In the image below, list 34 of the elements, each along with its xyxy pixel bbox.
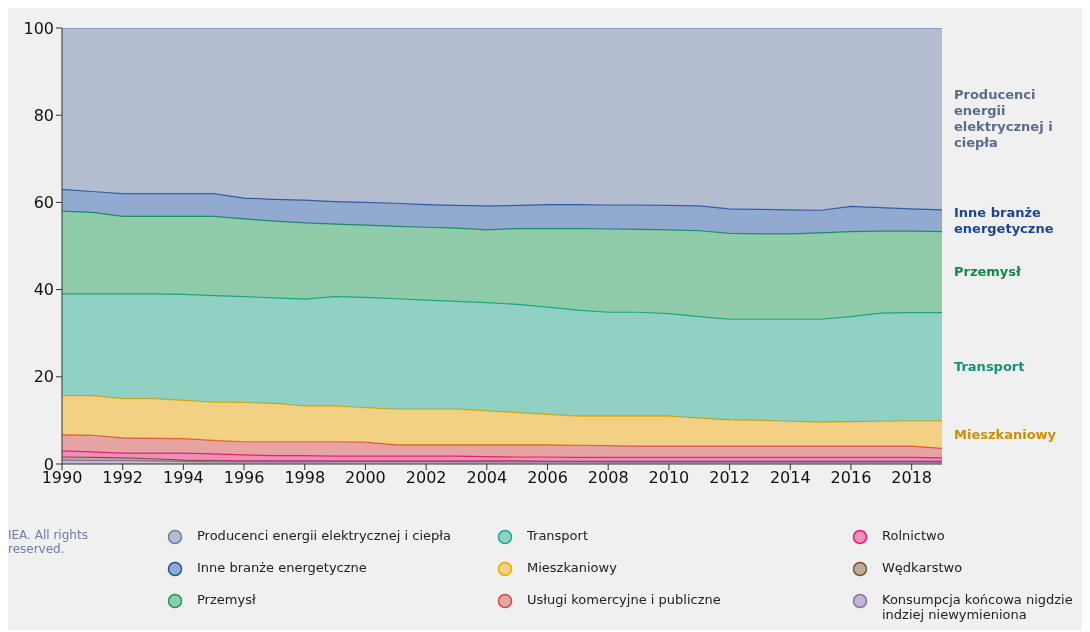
text: Transport — [954, 358, 1025, 374]
x-tick-label: 2016 — [830, 468, 872, 488]
legend-label: Konsumpcja końcowa nigdzie indziej niewymieniona — [882, 592, 1074, 622]
text: Producenci energii elektrycznej i ciepła — [954, 86, 1053, 150]
x-tick-label: 1992 — [102, 468, 144, 488]
legend-label: Producenci energii elektrycznej i ciepła — [197, 528, 451, 543]
y-tick-label: 80 — [33, 105, 54, 125]
legend-label: Rolnictwo — [882, 528, 945, 543]
y-tick-label: 60 — [33, 193, 54, 213]
x-tick-label: 2002 — [405, 468, 447, 488]
text: Mieszkaniowy — [954, 426, 1057, 442]
legend-label: Mieszkaniowy — [527, 560, 617, 575]
x-tick-label: 2004 — [466, 468, 508, 488]
x-tick-label: 2006 — [527, 468, 568, 488]
x-tick-label: 2012 — [709, 468, 750, 488]
legend-label: Inne branże energetyczne — [197, 560, 367, 575]
x-tick-label: 2000 — [345, 468, 386, 488]
x-tick-label: 1996 — [223, 468, 265, 488]
x-tick-label: 2008 — [587, 468, 629, 488]
legend-label: Wędkarstwo — [882, 560, 963, 575]
x-tick-label: 2010 — [648, 468, 690, 488]
text: Przemysł — [954, 264, 1021, 280]
legend-label: Usługi komercyjne i publiczne — [527, 592, 721, 607]
x-tick-label: 1998 — [284, 468, 326, 488]
y-tick-label: 100 — [23, 18, 54, 38]
text: IEA. All rights reserved. — [8, 528, 89, 556]
text: Inne branże energetyczne — [954, 204, 1054, 236]
x-tick-label: 2014 — [769, 468, 811, 488]
legend-label: Przemysł — [197, 592, 256, 607]
x-tick-label: 1994 — [163, 468, 204, 488]
x-tick-label: 2018 — [891, 468, 933, 488]
y-tick-label: 40 — [33, 280, 54, 300]
y-tick-label: 20 — [33, 367, 54, 387]
legend-label: Transport — [527, 528, 589, 543]
